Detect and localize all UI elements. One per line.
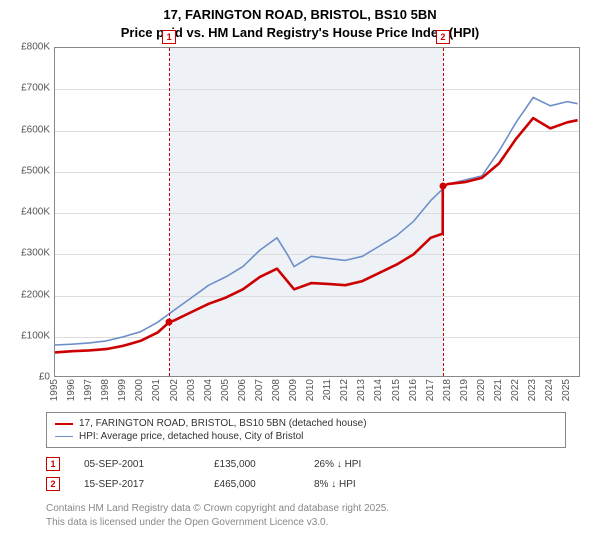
- y-tick-label: £800K: [21, 42, 50, 53]
- chart-area: £0£100K£200K£300K£400K£500K£600K£700K£80…: [10, 47, 580, 407]
- legend-swatch: [55, 436, 73, 437]
- x-tick-label: 2021: [493, 379, 504, 401]
- sale-diff: 8% ↓ HPI: [314, 479, 434, 490]
- sale-row: 2 15-SEP-2017 £465,000 8% ↓ HPI: [46, 474, 566, 494]
- x-tick-label: 2024: [544, 379, 555, 401]
- event-marker-2: 2: [436, 30, 450, 44]
- x-tick-label: 2011: [322, 379, 333, 401]
- footer-line: Contains HM Land Registry data © Crown c…: [46, 502, 590, 516]
- title-subtitle: Price paid vs. HM Land Registry's House …: [10, 24, 590, 42]
- x-tick-label: 1998: [100, 379, 111, 401]
- legend-item-hpi: HPI: Average price, detached house, City…: [55, 430, 557, 443]
- footer: Contains HM Land Registry data © Crown c…: [46, 502, 590, 529]
- plot-svg: [55, 48, 581, 378]
- x-tick-label: 2022: [510, 379, 521, 401]
- x-tick-label: 2016: [408, 379, 419, 401]
- x-tick-label: 2002: [169, 379, 180, 401]
- x-tick-label: 2003: [186, 379, 197, 401]
- x-tick-label: 2013: [356, 379, 367, 401]
- legend-label: HPI: Average price, detached house, City…: [79, 431, 303, 442]
- legend-item-price-paid: 17, FARINGTON ROAD, BRISTOL, BS10 5BN (d…: [55, 417, 557, 430]
- x-tick-label: 2001: [151, 379, 162, 401]
- x-tick-label: 2010: [305, 379, 316, 401]
- x-tick-label: 2017: [425, 379, 436, 401]
- sale-date: 15-SEP-2017: [84, 479, 214, 490]
- event-marker-1: 1: [162, 30, 176, 44]
- x-tick-label: 2009: [288, 379, 299, 401]
- y-tick-label: £100K: [21, 330, 50, 341]
- x-tick-label: 2004: [203, 379, 214, 401]
- plot-region: 12: [54, 47, 580, 377]
- y-tick-label: £200K: [21, 289, 50, 300]
- x-tick-label: 2008: [271, 379, 282, 401]
- legend-label: 17, FARINGTON ROAD, BRISTOL, BS10 5BN (d…: [79, 418, 367, 429]
- y-tick-label: £300K: [21, 248, 50, 259]
- x-tick-label: 1995: [49, 379, 60, 401]
- x-tick-label: 2007: [254, 379, 265, 401]
- title-block: 17, FARINGTON ROAD, BRISTOL, BS10 5BN Pr…: [10, 6, 590, 41]
- x-tick-label: 2006: [237, 379, 248, 401]
- x-tick-label: 2012: [339, 379, 350, 401]
- legend-swatch: [55, 423, 73, 425]
- sale-row: 1 05-SEP-2001 £135,000 26% ↓ HPI: [46, 454, 566, 474]
- sale-price: £465,000: [214, 479, 314, 490]
- legend: 17, FARINGTON ROAD, BRISTOL, BS10 5BN (d…: [46, 412, 566, 448]
- sale-diff: 26% ↓ HPI: [314, 459, 434, 470]
- x-tick-label: 2025: [561, 379, 572, 401]
- series-price_paid: [55, 118, 578, 352]
- y-tick-label: £500K: [21, 165, 50, 176]
- series-hpi: [55, 98, 578, 346]
- y-tick-label: £600K: [21, 124, 50, 135]
- y-tick-label: £400K: [21, 207, 50, 218]
- x-tick-label: 2000: [134, 379, 145, 401]
- x-tick-label: 1999: [117, 379, 128, 401]
- x-tick-label: 1996: [66, 379, 77, 401]
- x-tick-label: 1997: [83, 379, 94, 401]
- y-tick-label: £700K: [21, 83, 50, 94]
- chart-container: 17, FARINGTON ROAD, BRISTOL, BS10 5BN Pr…: [0, 0, 600, 560]
- x-tick-label: 2015: [391, 379, 402, 401]
- x-tick-label: 2014: [373, 379, 384, 401]
- x-tick-label: 2019: [459, 379, 470, 401]
- x-tick-label: 2018: [442, 379, 453, 401]
- sales-table: 1 05-SEP-2001 £135,000 26% ↓ HPI 2 15-SE…: [46, 454, 566, 494]
- title-address: 17, FARINGTON ROAD, BRISTOL, BS10 5BN: [10, 6, 590, 24]
- x-tick-label: 2023: [527, 379, 538, 401]
- x-tick-label: 2005: [220, 379, 231, 401]
- sale-marker-icon: 1: [46, 457, 60, 471]
- sale-date: 05-SEP-2001: [84, 459, 214, 470]
- sale-marker-icon: 2: [46, 477, 60, 491]
- sale-price: £135,000: [214, 459, 314, 470]
- x-tick-label: 2020: [476, 379, 487, 401]
- footer-line: This data is licensed under the Open Gov…: [46, 516, 590, 530]
